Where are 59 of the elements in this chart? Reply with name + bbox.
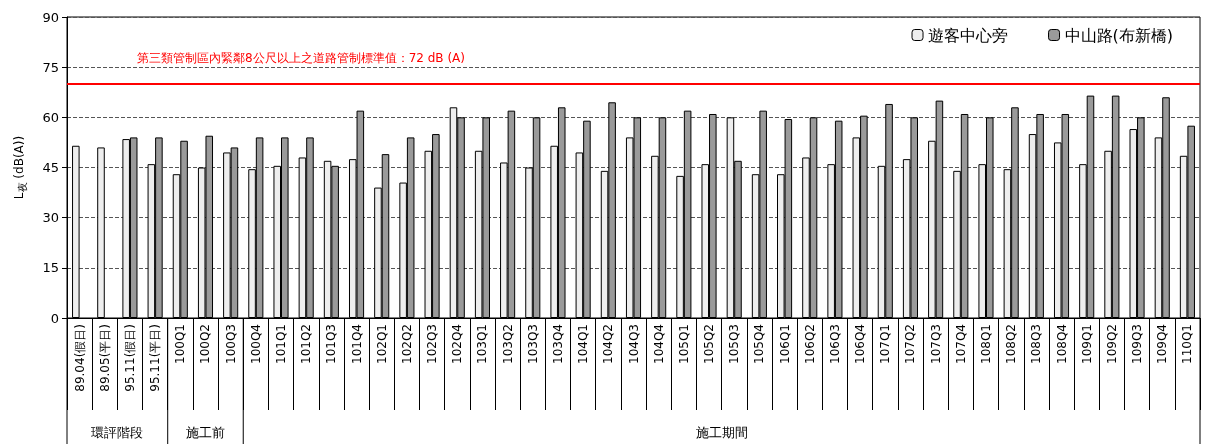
x-tick-label: 106Q3 (827, 324, 842, 364)
x-tick-label: 104Q4 (651, 324, 666, 364)
x-tick-label: 107Q3 (928, 324, 943, 364)
x-tick-label: 89.05(平日) (97, 324, 112, 392)
x-tick-label: 109Q1 (1079, 324, 1094, 364)
x-tick-label: 100Q1 (173, 324, 188, 364)
x-tick-label: 103Q4 (550, 324, 565, 364)
text: 施工期間 (695, 425, 748, 440)
x-tick-label: 102Q3 (425, 324, 440, 364)
x-tick-label: 100Q4 (248, 324, 263, 364)
x-tick-label: 105Q1 (676, 324, 691, 364)
x-tick-label: 106Q1 (777, 324, 792, 364)
x-tick-label: 108Q4 (1054, 324, 1069, 364)
x-tick-label: 100Q2 (198, 324, 213, 364)
x-tick-label: 101Q3 (324, 324, 339, 364)
x-tick-label: 103Q3 (525, 324, 540, 364)
y-tick-label: 45 (42, 160, 59, 175)
x-tick-label: 107Q2 (903, 324, 918, 364)
x-tick-label: 105Q3 (727, 324, 742, 364)
x-tick-label: 106Q2 (802, 324, 817, 364)
x-tick-label: 102Q4 (450, 324, 465, 364)
x-tick-label: 102Q2 (399, 324, 414, 364)
text: 施工前 (185, 425, 225, 440)
x-tick-label: 103Q2 (500, 324, 515, 364)
y-tick-label: 15 (42, 260, 59, 276)
x-tick-label: 95.11(假日) (122, 324, 137, 392)
x-tick-label: 101Q4 (349, 324, 364, 364)
y-axis-title: L夜 (dB(A)) (12, 135, 28, 200)
x-tick-label: 104Q2 (601, 324, 616, 364)
x-tick-label: 100Q3 (223, 324, 238, 364)
x-tick-label: 108Q3 (1029, 324, 1044, 364)
x-tick-label: 107Q1 (878, 324, 893, 364)
y-tick-label: 60 (42, 109, 59, 125)
text: 環評階段 (91, 425, 144, 440)
x-tick-label: 105Q2 (702, 324, 717, 364)
x-tick-label: 95.11(平日) (148, 324, 163, 392)
x-tick-label: 103Q1 (475, 324, 490, 364)
x-tick-label: 106Q4 (853, 324, 868, 364)
x-tick-label: 105Q4 (752, 324, 767, 364)
x-tick-label: 89.04(假日) (72, 324, 87, 392)
x-tick-label: 108Q1 (978, 324, 993, 364)
legend-label: 中山路(布新橋) (1064, 25, 1173, 45)
x-tick-label: 101Q1 (274, 324, 289, 364)
x-tick-label: 109Q3 (1130, 324, 1145, 364)
legend-label: 遊客中心旁 (928, 25, 1009, 45)
y-tick-label: 0 (50, 310, 59, 326)
x-tick-label: 107Q4 (953, 324, 968, 364)
x-tick-label: 104Q1 (576, 324, 591, 364)
x-tick-label: 109Q2 (1104, 324, 1119, 364)
x-tick-label: 102Q1 (374, 324, 389, 364)
x-tick-label: 110Q1 (1180, 324, 1195, 364)
y-tick-label: 30 (42, 210, 59, 226)
x-tick-label: 108Q2 (1004, 324, 1019, 364)
ref-line-label: 第三類管制區內緊鄰8公尺以上之道路管制標準值：72 dB (A) (137, 50, 465, 65)
y-tick-label: 90 (42, 9, 59, 25)
y-tick-label: 75 (42, 59, 59, 75)
x-tick-label: 109Q4 (1155, 324, 1170, 364)
x-tick-label: 101Q2 (299, 324, 314, 364)
x-tick-label: 104Q3 (626, 324, 641, 364)
